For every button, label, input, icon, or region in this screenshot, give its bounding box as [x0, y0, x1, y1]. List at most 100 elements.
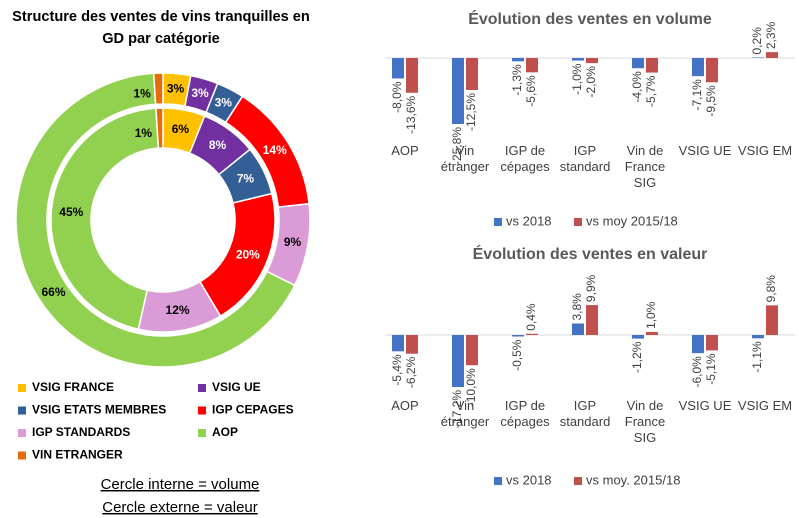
bar: [526, 333, 538, 335]
bar: [512, 335, 524, 337]
category-label: AOP: [391, 398, 419, 413]
bar: [406, 58, 418, 93]
bar: [646, 331, 658, 335]
legend-label: vs moy 2015/18: [586, 213, 678, 228]
bar: [706, 58, 718, 83]
bar: [452, 58, 464, 124]
note: Cercle interne = volume: [101, 476, 260, 493]
slice-label: 12%: [166, 303, 190, 317]
slice-label: 14%: [263, 143, 287, 157]
category-label: AOP: [391, 143, 419, 158]
value-label: -5,1%: [704, 353, 718, 385]
category-label: Vin de France SIG: [624, 398, 666, 445]
legend-swatch: [198, 384, 206, 392]
value-label: -4,0%: [630, 71, 644, 103]
value-label: -7,1%: [690, 79, 704, 111]
bar: [646, 58, 658, 73]
category-label: IGP de cépages: [500, 398, 550, 429]
legend-swatch: [18, 429, 26, 437]
category-label: VSIG EM: [737, 143, 793, 158]
chart-title: Structure des ventes de vins tranquilles…: [12, 9, 310, 47]
donut-slice: [50, 107, 160, 331]
legend-label: vs moy. 2015/18: [586, 472, 680, 487]
slice-label: 3%: [191, 86, 209, 100]
category-label: IGP standard: [559, 143, 611, 174]
value-label: 1,0%: [644, 301, 658, 329]
legend-label: VSIG ETATS MEMBRES: [32, 403, 166, 417]
value-label: -6,2%: [404, 356, 418, 388]
donut-slice: [15, 72, 296, 368]
slice-label: 6%: [172, 122, 190, 136]
category-label: Vin de France SIG: [624, 143, 666, 190]
value-label: -17,2%: [450, 390, 464, 428]
legend-label: VSIG UE: [212, 380, 261, 394]
category-label: VSIG UE: [678, 398, 732, 413]
bar: [572, 58, 584, 61]
bar: [706, 335, 718, 351]
value-label: -25,8%: [450, 127, 464, 165]
legend-swatch: [494, 477, 502, 485]
value-label: -5,4%: [390, 354, 404, 386]
bar: [466, 58, 478, 90]
legend-swatch: [198, 406, 206, 415]
legend-label: VSIG FRANCE: [32, 380, 114, 394]
bar: [452, 335, 464, 387]
category-label: IGP de cépages: [500, 143, 550, 174]
slice-label: 7%: [237, 171, 255, 185]
slice-label: 1%: [135, 126, 153, 140]
bar: [526, 58, 538, 73]
donut-slice: [152, 72, 164, 106]
bar: [406, 335, 418, 354]
value-label: -0,5%: [510, 339, 524, 371]
value-label: -5,7%: [644, 75, 658, 107]
legend-swatch: [494, 218, 502, 226]
value-label: -8,0%: [390, 81, 404, 113]
slice-label: 9%: [284, 235, 302, 249]
legend-swatch: [18, 406, 26, 415]
bar: [692, 58, 704, 77]
slice-label: 3%: [167, 81, 185, 95]
legend-swatch: [18, 451, 26, 460]
legend-label: VIN ETRANGER: [32, 448, 123, 462]
value-label: 9,8%: [764, 275, 778, 303]
bar: [392, 335, 404, 352]
bar: [632, 335, 644, 339]
bar: [692, 335, 704, 354]
value-label: -13,6%: [404, 95, 418, 133]
value-label: 3,8%: [570, 293, 584, 321]
value-label: -6,0%: [690, 356, 704, 388]
slice-label: 8%: [209, 138, 227, 152]
chart-title: Évolution des ventes en valeur: [473, 244, 708, 263]
legend-swatch: [18, 384, 26, 392]
slice-label: 3%: [215, 95, 233, 109]
value-label: -2,0%: [584, 66, 598, 98]
category-label: Vin étranger: [440, 143, 490, 174]
legend-label: AOP: [212, 425, 238, 439]
category-label: Vin étranger: [440, 398, 490, 429]
bar: [766, 305, 778, 335]
bar: [392, 58, 404, 79]
slice-label: 20%: [236, 248, 260, 262]
legend-label: vs 2018: [506, 213, 552, 228]
value-label: -1,2%: [630, 341, 644, 373]
legend-swatch: [574, 477, 582, 485]
bar: [632, 58, 644, 69]
value-label: -10,0%: [464, 368, 478, 406]
value-label: -12,5%: [464, 93, 478, 131]
slice-label: 66%: [42, 285, 66, 299]
bar: [512, 58, 524, 62]
value-label: -1,1%: [750, 341, 764, 373]
legend-label: vs 2018: [506, 472, 552, 487]
value-label: -1,3%: [510, 64, 524, 96]
value-label: 0,4%: [524, 303, 538, 331]
bar: [752, 335, 764, 339]
legend-swatch: [198, 429, 206, 437]
bar: [766, 52, 778, 58]
slice-label: 45%: [59, 205, 83, 219]
donut-slice: [155, 107, 164, 149]
value-label: 0,2%: [750, 27, 764, 55]
category-label: VSIG EM: [737, 398, 793, 413]
legend-swatch: [574, 218, 582, 226]
